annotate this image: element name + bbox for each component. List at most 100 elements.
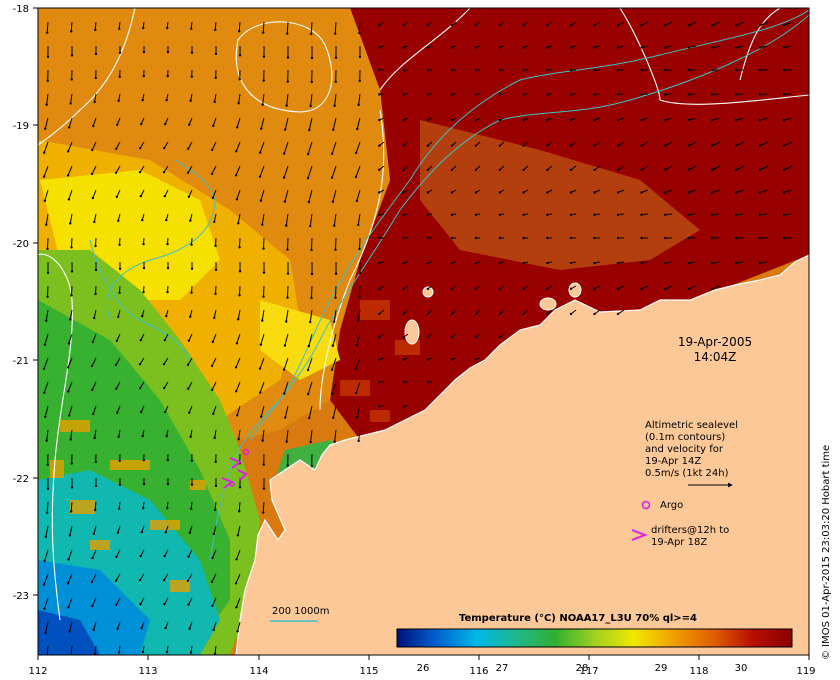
- velocity-arrow-head: [45, 319, 48, 322]
- velocity-arrow-head: [238, 78, 241, 81]
- velocity-arrow-head: [142, 482, 146, 486]
- velocity-arrow-head: [522, 287, 525, 291]
- velocity-arrow-head: [663, 261, 667, 265]
- velocity-arrow: [70, 93, 73, 104]
- velocity-arrow: [358, 429, 361, 441]
- velocity-arrow: [235, 381, 241, 392]
- velocity-arrow-head: [70, 510, 73, 513]
- velocity-arrow-head: [163, 554, 166, 558]
- velocity-arrow: [286, 21, 289, 34]
- velocity-arrow-head: [782, 168, 786, 172]
- velocity-arrow-head: [546, 46, 549, 49]
- velocity-arrow: [187, 165, 193, 173]
- velocity-arrow-head: [140, 410, 143, 414]
- velocity-arrow: [332, 117, 337, 130]
- velocity-arrow-head: [67, 390, 70, 393]
- velocity-arrow-head: [307, 200, 311, 204]
- velocity-arrow: [331, 165, 337, 178]
- velocity-arrow-head: [378, 358, 381, 361]
- velocity-arrow-head: [734, 168, 738, 172]
- velocity-arrow: [759, 117, 769, 121]
- velocity-arrow: [331, 381, 337, 394]
- velocity-arrow: [260, 333, 265, 345]
- velocity-arrow-head: [616, 46, 620, 49]
- velocity-arrow: [188, 189, 193, 197]
- velocity-arrow-head: [426, 236, 430, 240]
- velocity-arrow: [188, 549, 193, 557]
- velocity-arrow-head: [569, 287, 573, 291]
- velocity-arrow-head: [189, 435, 192, 438]
- velocity-arrow-head: [214, 460, 217, 464]
- velocity-arrow-head: [283, 152, 286, 155]
- velocity-arrow-head: [142, 506, 145, 510]
- velocity-arrow: [187, 357, 193, 365]
- velocity-arrow-head: [402, 93, 405, 96]
- velocity-arrow-head: [69, 318, 72, 321]
- velocity-arrow-head: [70, 486, 74, 489]
- plot-frame: [37, 7, 810, 656]
- sst-field: [38, 8, 809, 655]
- velocity-arrow: [262, 93, 265, 105]
- velocity-arrow: [712, 165, 721, 171]
- velocity-arrow-head: [310, 32, 313, 36]
- velocity-arrow: [213, 309, 217, 318]
- velocity-arrow-head: [307, 344, 311, 348]
- velocity-arrow-head: [70, 54, 74, 57]
- velocity-arrow-head: [402, 118, 405, 122]
- velocity-arrow-head: [286, 248, 289, 251]
- velocity-arrow-head: [259, 391, 262, 394]
- velocity-arrow-head: [378, 118, 381, 122]
- velocity-arrow-head: [141, 434, 144, 438]
- velocity-arrow: [94, 645, 97, 655]
- velocity-arrow: [736, 213, 745, 216]
- velocity-arrow-head: [711, 236, 714, 240]
- velocity-arrow-head: [212, 628, 215, 632]
- velocity-arrow-head: [214, 268, 218, 272]
- velocity-arrow-head: [139, 338, 143, 342]
- velocity-arrow-head: [426, 144, 430, 147]
- velocity-arrow-head: [402, 213, 405, 216]
- velocity-arrow-head: [165, 218, 168, 222]
- velocity-arrow: [115, 141, 121, 150]
- velocity-arrow-head: [94, 460, 97, 464]
- velocity-arrow-head: [235, 342, 239, 345]
- velocity-arrow: [67, 573, 73, 584]
- time-label: 14:04Z: [694, 350, 737, 364]
- velocity-arrow-head: [66, 366, 70, 369]
- velocity-arrow-head: [261, 439, 264, 442]
- velocity-arrow-head: [236, 414, 239, 417]
- velocity-arrow: [214, 429, 217, 438]
- velocity-arrow-head: [190, 483, 194, 486]
- velocity-arrow: [664, 141, 673, 147]
- velocity-arrow-head: [522, 236, 525, 240]
- velocity-arrow-head: [782, 213, 786, 216]
- velocity-arrow: [237, 621, 241, 632]
- velocity-arrow: [736, 189, 745, 193]
- lon-axis: 112 113 114 115 116 117 118 119: [28, 666, 815, 677]
- velocity-arrow-head: [165, 98, 168, 102]
- velocity-arrow: [308, 405, 313, 419]
- velocity-arrow-head: [236, 126, 239, 129]
- velocity-arrow-head: [593, 68, 596, 72]
- velocity-arrow-head: [334, 56, 338, 59]
- velocity-arrow: [67, 381, 73, 392]
- velocity-arrow-head: [593, 118, 596, 122]
- velocity-arrow: [214, 285, 217, 294]
- velocity-arrow-head: [238, 30, 241, 33]
- velocity-arrow-head: [45, 223, 48, 226]
- velocity-arrow-head: [354, 175, 358, 179]
- velocity-arrow: [712, 285, 721, 290]
- velocity-arrow-head: [142, 458, 145, 462]
- velocity-arrow-head: [450, 68, 454, 72]
- velocity-arrow: [783, 213, 793, 216]
- velocity-arrow-head: [43, 559, 46, 562]
- velocity-arrow: [69, 621, 73, 632]
- velocity-arrow-head: [94, 76, 97, 80]
- velocity-arrow: [116, 549, 121, 558]
- velocity-arrow-head: [70, 462, 73, 465]
- velocity-arrow: [334, 21, 337, 34]
- velocity-arrow-head: [116, 531, 120, 534]
- velocity-arrow: [68, 333, 73, 344]
- velocity-arrow-head: [91, 604, 94, 608]
- velocity-arrow-head: [92, 628, 95, 632]
